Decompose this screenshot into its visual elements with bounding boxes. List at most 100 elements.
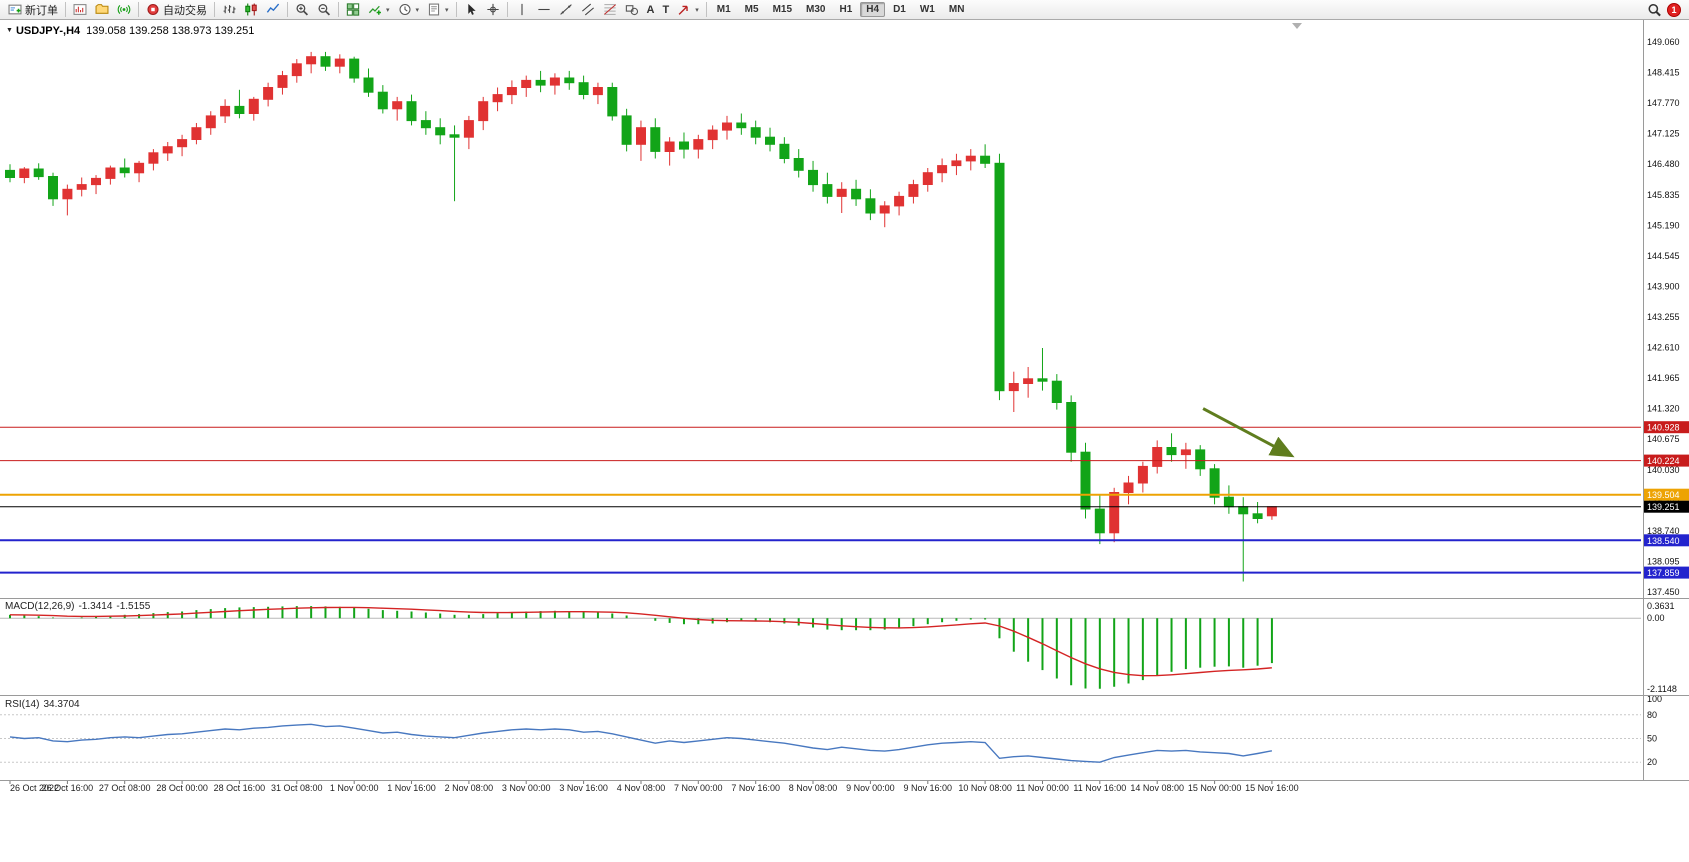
line-chart-button[interactable] xyxy=(262,0,284,20)
panel-separator-chart-macd[interactable] xyxy=(0,598,1689,599)
candle-body xyxy=(1195,449,1206,470)
periods-button[interactable]: ▾ xyxy=(394,0,424,20)
candle-body xyxy=(220,105,231,117)
zoom-in-button[interactable] xyxy=(291,0,313,20)
trendline-icon xyxy=(559,3,573,16)
price-tag[interactable] xyxy=(1644,454,1689,467)
arrows-icon xyxy=(677,3,691,16)
bar-chart-button[interactable] xyxy=(218,0,240,20)
candle-body xyxy=(1252,513,1263,519)
price-tag[interactable] xyxy=(1644,421,1689,434)
rsi-axis-label: 80 xyxy=(1647,710,1657,720)
candle-body xyxy=(1152,447,1163,467)
new-order-button-label: 新订单 xyxy=(25,4,58,17)
time-label: 7 Nov 16:00 xyxy=(731,783,780,793)
timeframe-m30-button[interactable]: M30 xyxy=(806,4,826,15)
candle-body xyxy=(836,188,847,197)
signals-icon xyxy=(117,3,131,16)
arrow-tools-button[interactable]: ▾ xyxy=(673,0,703,20)
price-tag[interactable] xyxy=(1644,488,1689,501)
timeframe-d1-button[interactable]: D1 xyxy=(893,4,906,15)
candle-body xyxy=(707,129,718,141)
candle-body xyxy=(592,87,603,96)
dropdown-caret-icon[interactable]: ▾ xyxy=(695,6,699,14)
cursor-button[interactable] xyxy=(460,0,482,20)
price-tick-label: 144.545 xyxy=(1647,251,1680,261)
dropdown-caret-icon[interactable]: ▾ xyxy=(445,6,449,14)
candle-body xyxy=(621,115,632,145)
candle-body xyxy=(334,58,345,67)
templates-button[interactable]: ▾ xyxy=(423,0,453,20)
notification-badge[interactable]: 1 xyxy=(1667,2,1681,17)
timeframe-m5-button[interactable]: M5 xyxy=(744,4,759,15)
dropdown-caret-icon[interactable]: ▾ xyxy=(386,6,390,14)
candle-body xyxy=(19,168,30,178)
candle-body xyxy=(679,141,689,150)
indicators-button[interactable]: ▾ xyxy=(364,0,394,20)
macd-signal-line xyxy=(9,606,1272,677)
shapes-button[interactable] xyxy=(621,0,643,20)
chart-shift-marker[interactable] xyxy=(1292,23,1302,29)
candle-body xyxy=(722,122,732,131)
candle-body xyxy=(492,94,503,103)
text-button[interactable]: A xyxy=(643,0,659,20)
signals-button[interactable] xyxy=(113,0,135,20)
price-tag-label: 137.859 xyxy=(1647,568,1680,578)
timeframe-m15-button[interactable]: M15 xyxy=(772,4,793,15)
profiles-button[interactable] xyxy=(91,0,113,20)
toolbar-separator xyxy=(506,2,508,17)
trend-arrow[interactable] xyxy=(1202,407,1295,458)
candle-body xyxy=(119,167,130,174)
new-chart-button[interactable] xyxy=(69,0,91,20)
timeframe-mn-button[interactable]: MN xyxy=(948,4,965,15)
candle-body xyxy=(922,172,933,185)
candle-body xyxy=(277,75,288,88)
candle-body xyxy=(506,87,517,96)
candle-body xyxy=(879,205,890,214)
timeframe-m1-button[interactable]: M1 xyxy=(716,4,731,15)
vline-icon xyxy=(515,3,529,16)
equidistant-channel-button[interactable] xyxy=(577,0,599,20)
candlestick-chart-button[interactable] xyxy=(240,0,262,20)
timeframe-h1-button[interactable]: H1 xyxy=(839,4,853,15)
new-order-button[interactable]: 新订单 xyxy=(4,0,62,20)
horizontal-line-button[interactable] xyxy=(533,0,555,20)
candle-body xyxy=(865,198,876,214)
candle-body xyxy=(636,127,646,145)
time-label: 27 Oct 08:00 xyxy=(99,783,151,793)
trendline-button[interactable] xyxy=(555,0,577,20)
candle-body xyxy=(1166,447,1177,456)
candle-body xyxy=(478,101,489,122)
candle-body xyxy=(306,56,317,65)
label-button[interactable]: T xyxy=(659,0,674,20)
zoom-out-button[interactable] xyxy=(313,0,335,20)
price-tag[interactable] xyxy=(1644,500,1689,513)
timeframe-h4-button[interactable]: H4 xyxy=(860,2,886,17)
collapse-icon[interactable]: ▼ xyxy=(6,27,13,34)
price-tag-label: 140.224 xyxy=(1647,456,1680,466)
price-tag[interactable] xyxy=(1644,566,1689,579)
time-label: 9 Nov 00:00 xyxy=(846,783,895,793)
price-tick-label: 140.030 xyxy=(1647,465,1680,475)
autotrading-button[interactable]: 自动交易 xyxy=(142,0,211,20)
dropdown-caret-icon[interactable]: ▾ xyxy=(415,6,420,14)
candle-body xyxy=(1037,378,1048,382)
price-tag[interactable] xyxy=(1644,534,1689,547)
timeframe-w1-button[interactable]: W1 xyxy=(919,4,935,15)
chart-title: ▼ USDJPY-,H4 139.058 139.258 138.973 139.2… xyxy=(6,25,254,37)
fibonacci-button[interactable] xyxy=(599,0,621,20)
panel-separator-macd-rsi[interactable] xyxy=(0,695,1689,696)
crosshair-button[interactable] xyxy=(482,0,504,20)
candles-icon xyxy=(244,3,258,16)
macd-name: MACD(12,26,9) xyxy=(5,601,75,612)
tile-windows-button[interactable] xyxy=(342,0,364,20)
candle-body xyxy=(205,115,216,129)
search-icon[interactable] xyxy=(1647,3,1662,17)
time-label: 11 Nov 00:00 xyxy=(1016,783,1069,793)
price-tick-label: 137.450 xyxy=(1647,587,1680,597)
toolbar-right-group: 1 xyxy=(1647,2,1685,17)
time-label: 28 Oct 00:00 xyxy=(156,783,208,793)
candle-body xyxy=(291,63,302,77)
vertical-line-button[interactable] xyxy=(511,0,533,20)
